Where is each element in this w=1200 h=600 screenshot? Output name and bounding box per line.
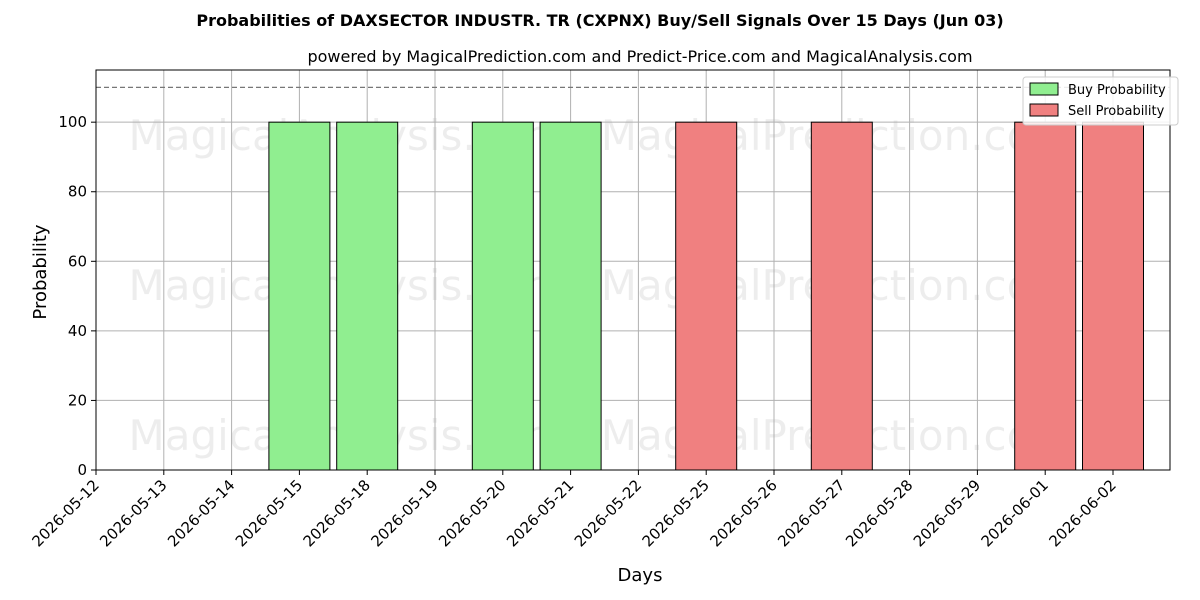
x-tick-label: 2026-06-01 — [978, 476, 1052, 550]
x-tick-label: 2026-05-15 — [232, 476, 306, 550]
x-tick-label: 2026-05-26 — [706, 476, 780, 550]
legend-swatch-buy — [1029, 82, 1059, 96]
x-tick-label: 2026-05-22 — [571, 476, 645, 550]
x-axis-label: Days — [618, 565, 663, 586]
plot-frame — [95, 69, 1171, 471]
x-tick-label: 2026-05-21 — [503, 476, 577, 550]
chart-title: Probabilities of DAXSECTOR INDUSTR. TR (… — [196, 11, 1003, 30]
x-tick-label: 2026-05-29 — [910, 476, 984, 550]
legend-label-sell: Sell Probability — [1068, 104, 1165, 119]
y-tick-label: 100 — [58, 113, 87, 131]
x-tick-label: 2026-05-14 — [164, 476, 238, 550]
x-tick-label: 2026-05-18 — [300, 476, 374, 550]
x-tick-label: 2026-05-28 — [842, 476, 916, 550]
buy-bar — [539, 121, 602, 471]
y-tick-label: 60 — [68, 252, 87, 270]
x-tick-label: 2026-05-25 — [639, 476, 713, 550]
buy-bar — [471, 121, 534, 471]
x-tick-label: 2026-05-13 — [96, 476, 170, 550]
sell-bar — [675, 121, 738, 471]
sell-bar — [810, 121, 873, 471]
x-tick-label: 2026-05-19 — [367, 476, 441, 550]
chart-subtitle: powered by MagicalPrediction.com and Pre… — [307, 47, 972, 66]
buy-bar — [336, 121, 399, 471]
legend: Buy Probability Sell Probability — [1022, 76, 1179, 126]
y-axis-label: Probability — [30, 224, 51, 319]
x-tick-label: 2026-05-20 — [435, 476, 509, 550]
x-tick-label: 2026-06-02 — [1045, 476, 1119, 550]
x-tick-label: 2026-05-27 — [774, 476, 848, 550]
sell-bar — [1014, 121, 1077, 471]
y-tick-label: 20 — [68, 391, 87, 409]
y-tick-label: 80 — [68, 183, 87, 201]
y-tick-label: 40 — [68, 322, 87, 340]
sell-bar — [1082, 121, 1144, 471]
legend-swatch-sell — [1029, 103, 1059, 117]
buy-bar — [268, 121, 331, 471]
legend-label-buy: Buy Probability — [1068, 83, 1166, 98]
y-tick-label: 0 — [77, 461, 87, 479]
legend-box — [1022, 76, 1179, 126]
x-tick-label: 2026-05-12 — [28, 476, 102, 550]
